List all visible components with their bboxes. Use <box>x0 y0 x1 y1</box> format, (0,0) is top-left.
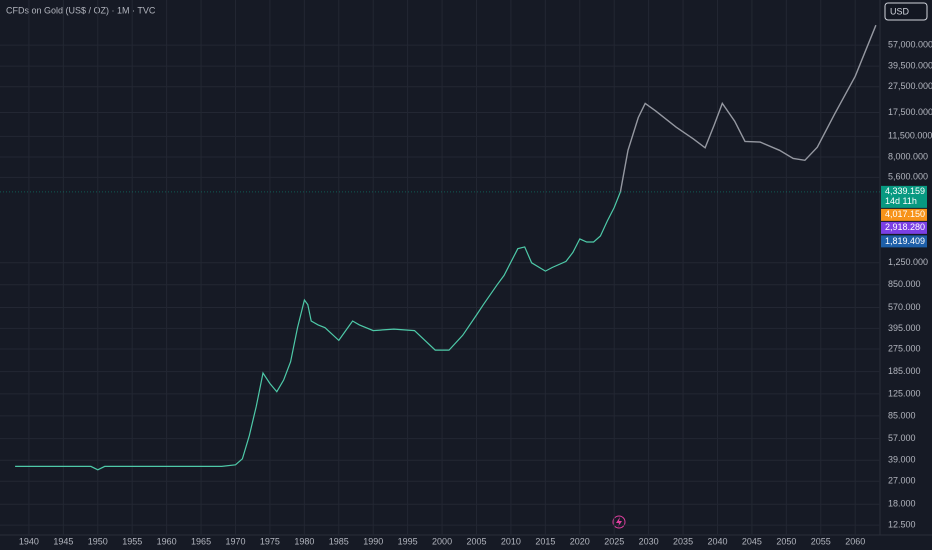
y-tick-label: 39,500.000 <box>888 60 932 70</box>
y-tick-label: 57.000 <box>888 433 916 443</box>
x-tick-label: 2055 <box>811 536 831 546</box>
price-label: 2,918.280 <box>885 222 925 232</box>
price-label-box <box>881 208 927 221</box>
grid <box>0 0 880 535</box>
y-tick-label: 5,600.000 <box>888 172 928 182</box>
y-tick-label: 39.000 <box>888 455 916 465</box>
y-tick-label: 17,500.000 <box>888 107 932 117</box>
event-icon[interactable] <box>612 515 626 529</box>
x-tick-label: 2005 <box>466 536 486 546</box>
y-tick-label: 27.000 <box>888 476 916 486</box>
x-tick-label: 1955 <box>122 536 142 546</box>
x-tick-label: 2020 <box>570 536 590 546</box>
y-tick-label: 11,500.000 <box>888 131 932 141</box>
series-line <box>619 24 877 193</box>
currency-button[interactable] <box>884 2 928 21</box>
y-tick-label: 85.000 <box>888 410 916 420</box>
x-tick-label: 1985 <box>329 536 349 546</box>
x-tick-label: 1995 <box>398 536 418 546</box>
x-tick-label: 1975 <box>260 536 280 546</box>
price-label-box <box>881 185 927 208</box>
series-line <box>15 191 621 471</box>
y-tick-label: 570.000 <box>888 302 921 312</box>
y-tick-label: 57,000.000 <box>888 40 932 50</box>
price-label: 4,017.150 <box>885 209 925 219</box>
x-tick-label: 1990 <box>363 536 383 546</box>
y-tick-label: 275.000 <box>888 343 921 353</box>
price-label-countdown: 14d 11h <box>885 196 917 206</box>
x-tick-label: 2035 <box>673 536 693 546</box>
price-label: 1,819.409 <box>885 236 925 246</box>
x-tick-label: 2025 <box>604 536 624 546</box>
price-label: 4,339.159 <box>885 186 925 196</box>
y-tick-label: 850.000 <box>888 279 921 289</box>
currency-label[interactable]: USD <box>890 6 910 16</box>
x-tick-label: 2040 <box>707 536 727 546</box>
y-tick-label: 27,500.000 <box>888 81 932 91</box>
x-tick-label: 2000 <box>432 536 452 546</box>
x-tick-label: 1950 <box>88 536 108 546</box>
x-tick-label: 1970 <box>225 536 245 546</box>
x-tick-label: 2050 <box>776 536 796 546</box>
event-bolt <box>616 517 622 527</box>
y-tick-label: 8,000.000 <box>888 151 928 161</box>
x-tick-label: 1940 <box>19 536 39 546</box>
price-label-box <box>881 221 927 234</box>
y-tick-label: 125.000 <box>888 388 921 398</box>
y-tick-label: 12.500 <box>888 519 916 529</box>
x-tick-label: 2045 <box>742 536 762 546</box>
y-tick-label: 395.000 <box>888 323 921 333</box>
x-tick-label: 2060 <box>845 536 865 546</box>
x-tick-label: 2010 <box>501 536 521 546</box>
y-tick-label: 185.000 <box>888 366 921 376</box>
price-label-box <box>881 235 927 248</box>
y-tick-label: 18.000 <box>888 499 916 509</box>
chart-title: CFDs on Gold (US$ / OZ) · 1M · TVC <box>6 5 156 15</box>
x-tick-label: 1945 <box>53 536 73 546</box>
x-tick-label: 1960 <box>157 536 177 546</box>
y-tick-label: 1,250.000 <box>888 257 928 267</box>
x-tick-label: 2030 <box>639 536 659 546</box>
x-tick-label: 1965 <box>191 536 211 546</box>
x-tick-label: 2015 <box>535 536 555 546</box>
x-tick-label: 1980 <box>294 536 314 546</box>
